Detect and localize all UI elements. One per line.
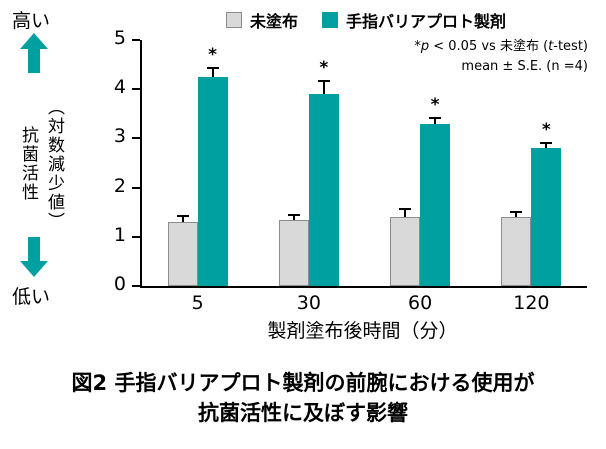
y-tick-mark (132, 285, 140, 287)
bar-untreated (167, 222, 198, 286)
significance-marker: * (208, 45, 218, 65)
error-bar (206, 67, 219, 77)
stats-sig-marker: * (414, 39, 421, 54)
bar-product (308, 94, 339, 286)
error-bar-stem (404, 208, 407, 217)
significance-marker: * (430, 95, 440, 115)
error-bar (176, 215, 189, 222)
y-tick-label: 3 (113, 125, 126, 148)
y-tick-label: 1 (113, 223, 126, 246)
stats-annotation: *p < 0.05 vs 未塗布 (t-test) mean ± S.E. (n… (414, 37, 588, 76)
legend-label-product: 手指バリアプロト製剤 (346, 12, 507, 31)
bar-untreated (278, 220, 309, 286)
significance-marker: * (541, 120, 551, 140)
y-axis-title-main: 抗菌活性 (18, 126, 38, 202)
stats-line1: *p < 0.05 vs 未塗布 (t-test) (414, 37, 588, 57)
error-bar-stem (181, 215, 184, 222)
bar-product (420, 124, 451, 286)
low-label: 低い (12, 286, 51, 308)
y-tick-label: 0 (113, 273, 126, 295)
x-tick-label: 120 (513, 292, 550, 314)
legend: 未塗布 手指バリアプロト製剤 (226, 8, 506, 32)
error-bar (399, 208, 412, 217)
y-tick-mark (132, 39, 140, 41)
error-bar-stem (545, 142, 548, 148)
error-bar-stem (434, 117, 437, 124)
error-bar-stem (292, 214, 295, 220)
legend-item-product: 手指バリアプロト製剤 (322, 8, 506, 32)
x-tick-label: 30 (296, 292, 321, 314)
y-tick-label: 4 (113, 76, 126, 99)
stats-p: p (420, 39, 430, 54)
bar-untreated (501, 217, 532, 286)
x-tick-label: 60 (408, 292, 433, 314)
y-tick-mark (132, 186, 140, 189)
y-axis-title-sub: （対数減少値） (44, 97, 64, 231)
y-tick-mark (132, 137, 140, 140)
stats-p-rest: < 0.05 vs 未塗布 ( (429, 39, 549, 54)
y-tick-mark (132, 235, 140, 238)
legend-label-untreated: 未塗布 (250, 12, 299, 31)
stats-t: t (548, 39, 554, 54)
figure-caption: 図2 手指バリアプロト製剤の前腕における使用が 抗菌活性に及ぼす影響 (0, 368, 606, 429)
error-bar-stem (211, 67, 214, 77)
y-tick-label: 5 (113, 27, 126, 49)
error-bar (317, 80, 330, 94)
x-tick-label: 5 (191, 292, 204, 314)
significance-marker: * (319, 58, 329, 78)
y-tick-mark (132, 88, 140, 91)
figure-caption-line1: 図2 手指バリアプロト製剤の前腕における使用が (71, 371, 535, 395)
error-bar (287, 214, 300, 220)
bar-product (197, 77, 228, 286)
error-bar-stem (515, 211, 518, 217)
error-bar-stem (322, 80, 325, 94)
up-arrow-icon (20, 33, 48, 73)
figure-caption-line2: 抗菌活性に及ぼす影響 (198, 401, 408, 426)
legend-swatch-untreated (226, 12, 242, 28)
error-bar (540, 142, 553, 148)
y-tick-label: 2 (113, 174, 126, 197)
down-arrow-icon (20, 237, 48, 277)
x-axis-title: 製剤塗布後時間（分） (267, 320, 458, 342)
legend-swatch-product (322, 12, 339, 28)
legend-item-untreated: 未塗布 (226, 8, 298, 32)
error-bar (429, 117, 442, 124)
bar-product (531, 148, 562, 286)
bar-untreated (390, 217, 421, 286)
stats-t-rest: -test) (553, 39, 588, 54)
high-label: 高い (12, 10, 51, 32)
stats-line2: mean ± S.E. (n =4) (461, 58, 588, 74)
y-axis-title: 抗菌活性 （対数減少値） (16, 84, 67, 244)
plot-area: 0 1 2 3 4 5 5 * 30 * 60 * 120 * (114, 27, 587, 314)
error-bar (510, 211, 523, 217)
